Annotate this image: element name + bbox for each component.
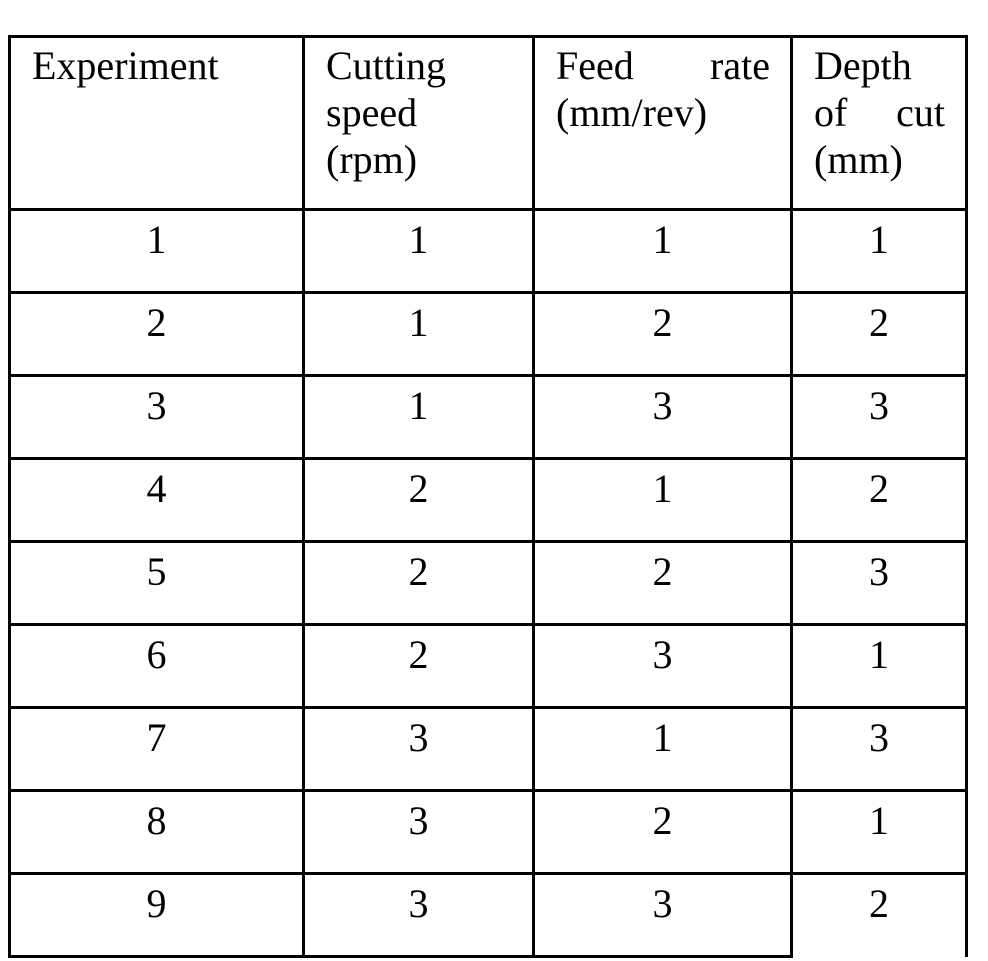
cell-feed-rate: 3 (532, 872, 793, 958)
cell-cutting-speed: 2 (302, 457, 535, 543)
table-row: 2 1 2 2 (8, 291, 968, 377)
header-line: Cutting (326, 43, 447, 88)
cell-feed-rate: 1 (532, 706, 793, 792)
parameters-table: Experiment Cutting speed (rpm) Feed rate… (8, 35, 968, 958)
table-header-row: Experiment Cutting speed (rpm) Feed rate… (8, 35, 968, 211)
header-experiment: Experiment (8, 35, 305, 211)
cell-depth-of-cut: 3 (790, 374, 968, 460)
header-line: Feed rate (556, 42, 770, 89)
cell-feed-rate: 3 (532, 374, 793, 460)
header-line: Experiment (32, 43, 219, 88)
header-word: cut (896, 90, 945, 135)
cell-depth-of-cut: 3 (790, 706, 968, 792)
cell-depth-of-cut: 2 (790, 872, 968, 957)
cell-feed-rate: 2 (532, 291, 793, 377)
header-line: speed (326, 90, 418, 135)
table-row: 1 1 1 1 (8, 208, 968, 294)
cell-cutting-speed: 1 (302, 291, 535, 377)
table-row: 3 1 3 3 (8, 374, 968, 460)
cell-cutting-speed: 3 (302, 706, 535, 792)
cell-feed-rate: 1 (532, 208, 793, 294)
cell-cutting-speed: 3 (302, 872, 535, 958)
cell-feed-rate: 2 (532, 789, 793, 875)
header-line: Depth (814, 43, 912, 88)
cell-experiment: 9 (8, 872, 305, 958)
cell-feed-rate: 1 (532, 457, 793, 543)
cell-feed-rate: 3 (532, 623, 793, 709)
header-word: rate (710, 43, 770, 88)
cell-cutting-speed: 1 (302, 208, 535, 294)
cell-cutting-speed: 3 (302, 789, 535, 875)
header-line: of cut (814, 89, 945, 136)
table-row: 6 2 3 1 (8, 623, 968, 709)
cell-experiment: 6 (8, 623, 305, 709)
header-cutting-speed: Cutting speed (rpm) (302, 35, 535, 211)
cell-depth-of-cut: 1 (790, 208, 968, 294)
header-depth-of-cut: Depth of cut (mm) (790, 35, 968, 211)
cell-feed-rate: 2 (532, 540, 793, 626)
header-line: (mm/rev) (556, 90, 708, 135)
header-line: (mm) (814, 137, 903, 182)
table-row: 7 3 1 3 (8, 706, 968, 792)
cell-cutting-speed: 2 (302, 540, 535, 626)
cell-depth-of-cut: 2 (790, 291, 968, 377)
cell-experiment: 7 (8, 706, 305, 792)
table-row: 4 2 1 2 (8, 457, 968, 543)
table-row: 9 3 3 2 (8, 872, 968, 958)
cell-experiment: 8 (8, 789, 305, 875)
cell-experiment: 1 (8, 208, 305, 294)
header-word: of (814, 90, 848, 135)
cell-experiment: 2 (8, 291, 305, 377)
cell-experiment: 3 (8, 374, 305, 460)
cell-cutting-speed: 1 (302, 374, 535, 460)
cell-experiment: 4 (8, 457, 305, 543)
cell-experiment: 5 (8, 540, 305, 626)
cell-depth-of-cut: 1 (790, 623, 968, 709)
header-feed-rate: Feed rate (mm/rev) (532, 35, 793, 211)
cell-cutting-speed: 2 (302, 623, 535, 709)
header-word: Feed (556, 43, 634, 88)
cell-depth-of-cut: 3 (790, 540, 968, 626)
cell-depth-of-cut: 2 (790, 457, 968, 543)
header-line: (rpm) (326, 137, 418, 182)
table-row: 8 3 2 1 (8, 789, 968, 875)
cell-depth-of-cut: 1 (790, 789, 968, 875)
table-row: 5 2 2 3 (8, 540, 968, 626)
